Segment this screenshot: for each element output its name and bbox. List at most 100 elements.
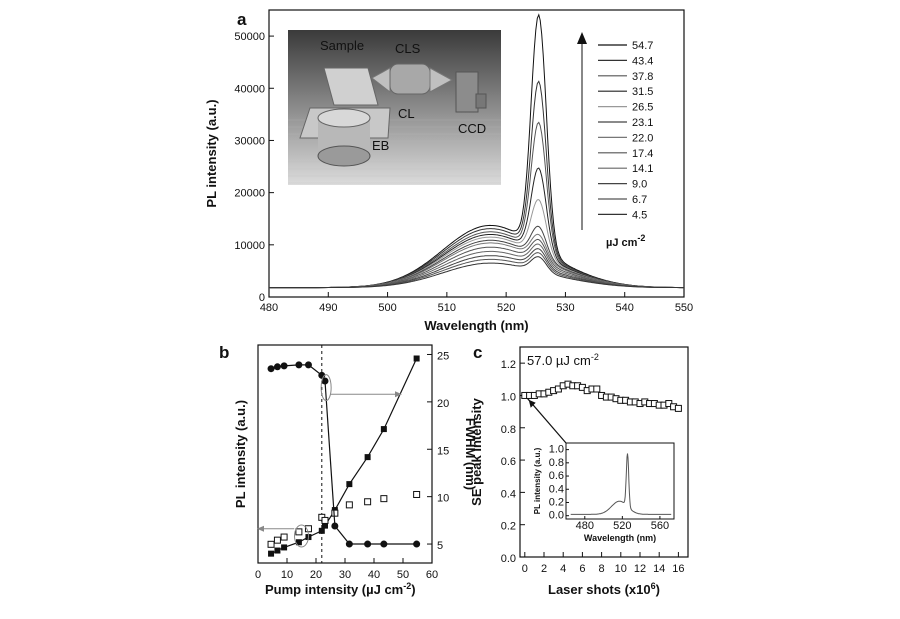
series-line-0 <box>270 358 418 555</box>
spectrum-curve-4.5 <box>269 256 684 289</box>
pl-point-open <box>380 495 388 503</box>
y-tick-label: 20000 <box>234 188 265 200</box>
spectrum-curve-6.7 <box>269 252 684 289</box>
y2-tick-label: 20 <box>437 398 449 410</box>
y-tick-label: 1.0 <box>501 391 516 403</box>
inset-y-tick-label: 0.2 <box>549 496 564 508</box>
inset-label: Sample <box>320 38 364 53</box>
inset-frame <box>565 442 675 520</box>
inset-eb-top <box>317 108 371 128</box>
x-tick-label: 8 <box>599 563 605 575</box>
panel-c: 0 2 4 6 8 10 12 14 160.00.20.40.60.81.01.2Laser … <box>469 343 689 597</box>
y-tick-label: 10000 <box>234 240 265 252</box>
legend-label: 43.4 <box>632 55 653 67</box>
legend-label: 9.0 <box>632 179 647 191</box>
x-tick-label: 10 <box>615 563 627 575</box>
inset-y-label: PL intensity (a.u.) <box>533 447 542 514</box>
inset-sample-plate <box>323 67 379 106</box>
x-tick-label: 40 <box>368 569 380 581</box>
x-axis-label: Wavelength (nm) <box>424 318 528 333</box>
annotation-ellipse-right <box>320 374 332 402</box>
pl-point-open <box>267 540 275 548</box>
pl-point-filled <box>346 481 353 488</box>
x-tick-label: 30 <box>339 569 351 581</box>
annotation-arrowhead-left <box>257 525 264 532</box>
pl-point-filled <box>364 454 371 461</box>
y-tick-label: 0.2 <box>501 521 516 533</box>
x-tick-label: 490 <box>319 302 337 314</box>
legend-label: 17.4 <box>632 148 653 160</box>
pl-point-open <box>331 509 339 517</box>
legend-label: 6.7 <box>632 194 647 206</box>
legend-label: 37.8 <box>632 71 653 83</box>
inset-x-label: Wavelength (nm) <box>584 533 656 543</box>
annotation-arrowhead-right <box>395 391 402 398</box>
x-tick-label: 2 <box>541 563 547 575</box>
y-axis-label: PL intensity (a.u.) <box>204 99 219 207</box>
power-annotation: 57.0 µJ cm-2 <box>527 352 599 368</box>
inset-ccd-connector <box>475 93 487 109</box>
spectrum-curve-9.0 <box>269 248 684 289</box>
inset-label: CL <box>398 106 415 121</box>
x-tick-label: 6 <box>579 563 585 575</box>
pl-point-filled <box>380 426 387 433</box>
y2-axis-label: FWHM (nm) <box>463 418 478 490</box>
inset-x-tick-label: 520 <box>613 520 631 532</box>
y2-tick-label: 25 <box>437 350 449 362</box>
fwhm-point <box>413 540 421 548</box>
fwhm-point <box>273 363 281 371</box>
pl-point-open <box>273 536 281 544</box>
x-axis-label: Pump intensity (µJ cm-2) <box>265 581 416 597</box>
plot-frame <box>519 346 689 558</box>
x-tick-label: 20 <box>310 569 322 581</box>
pl-point-open <box>295 528 303 536</box>
legend-label: 23.1 <box>632 117 653 129</box>
x-tick-label: 12 <box>634 563 646 575</box>
pl-point-open <box>364 498 372 506</box>
fwhm-point <box>345 540 353 548</box>
panel-label: b <box>219 343 229 362</box>
se-point <box>593 385 601 393</box>
inset-cone-out <box>429 67 454 93</box>
inset-eb-end <box>317 145 371 167</box>
fwhm-point <box>304 361 312 369</box>
inset-y-tick-label: 0.6 <box>549 470 564 482</box>
setup-inset: Sample CLS CL CCD EB <box>288 30 501 185</box>
legend-label: 22.0 <box>632 132 653 144</box>
x-tick-label: 510 <box>438 302 456 314</box>
x-tick-label: 520 <box>497 302 515 314</box>
pl-point-filled <box>321 522 328 529</box>
y-tick-label: 30000 <box>234 135 265 147</box>
annotation-ellipse-left <box>294 524 309 548</box>
pl-point-filled <box>274 547 281 554</box>
y-tick-label: 0.0 <box>501 553 516 565</box>
inset-label: EB <box>372 138 389 153</box>
plot-frame <box>268 9 685 298</box>
inset-pointer-head <box>528 399 536 408</box>
inset-y-tick-label: 0.0 <box>549 510 564 522</box>
spectrum-curve-14.1 <box>269 243 684 289</box>
x-axis-label: Laser shots (x106) <box>548 581 660 597</box>
legend-label: 14.1 <box>632 163 653 175</box>
inset-pointer <box>527 398 567 444</box>
inset-x-tick-label: 560 <box>651 520 669 532</box>
pl-point-filled <box>318 527 325 534</box>
legend-label: 26.5 <box>632 102 653 114</box>
fwhm-point <box>331 522 339 530</box>
inset-ccd <box>455 71 479 113</box>
x-tick-label: 500 <box>378 302 396 314</box>
pl-point-filled <box>268 550 275 557</box>
x-tick-label: 16 <box>672 563 684 575</box>
panel-a: 480 490 500 510 520 530 540 550 0 10000 20000 30000… <box>204 9 693 333</box>
panel-label: c <box>473 343 482 362</box>
se-point <box>674 404 682 412</box>
pl-point-filled <box>281 544 288 551</box>
y-tick-label: 1.2 <box>501 359 516 371</box>
fwhm-point <box>280 362 288 370</box>
inset-y-tick-label: 0.4 <box>549 483 564 495</box>
inset-y-tick-label: 0.8 <box>549 457 564 469</box>
y-axis-label: SE peak intensity <box>469 397 484 505</box>
y-tick-label: 0 <box>259 292 265 304</box>
series-line-2 <box>270 364 417 545</box>
